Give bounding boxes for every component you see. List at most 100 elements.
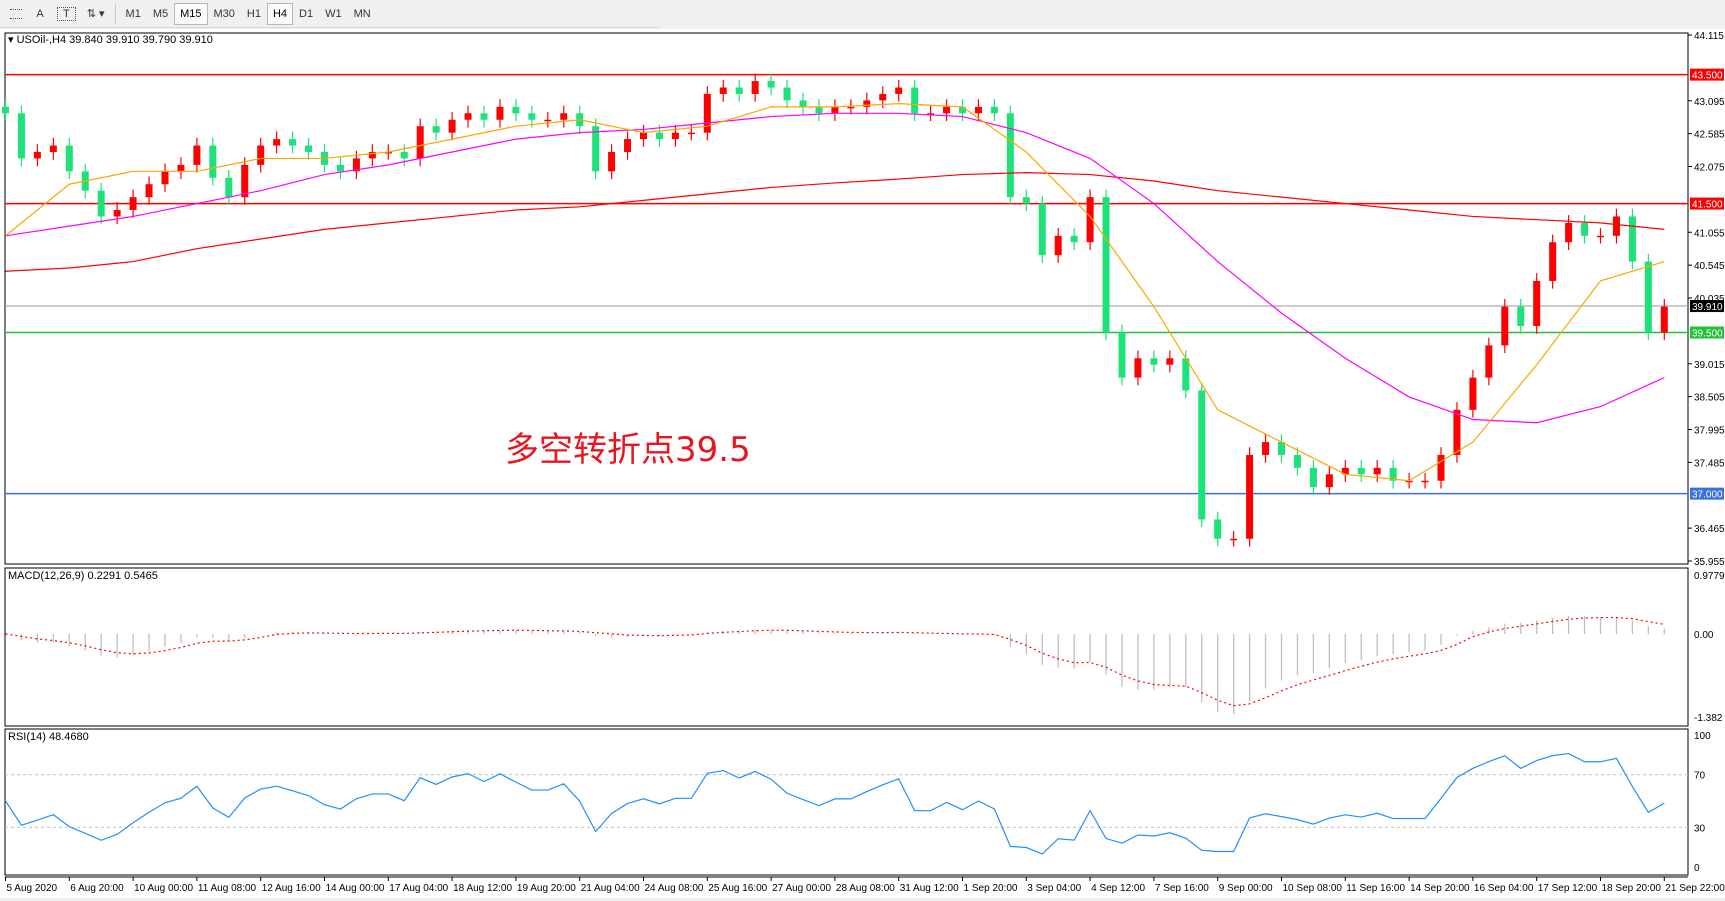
chart-window[interactable]: 44.115 43.095 42.585 42.075 41.055 40.545 40.0…	[0, 29, 1725, 898]
timeframe-h1[interactable]: H1	[246, 7, 261, 20]
timeframe-m1[interactable]: M1	[125, 7, 141, 20]
candle-body	[1485, 345, 1493, 378]
level-label: 41.500	[1692, 200, 1723, 211]
time-label: 18 Aug 12:00	[453, 883, 512, 894]
candle-body	[1118, 332, 1126, 378]
candle-body	[1246, 454, 1254, 539]
collapse-triangle-icon[interactable]: ▾	[8, 34, 17, 46]
level-label-box	[1690, 326, 1724, 339]
candle-body	[448, 119, 456, 133]
level-label: 37.000	[1692, 490, 1723, 501]
candle-body	[289, 139, 297, 146]
candle-body	[1565, 222, 1573, 243]
candle-body	[129, 197, 137, 211]
chart-canvas[interactable]: 44.115 43.095 42.585 42.075 41.055 40.545 40.0…	[0, 29, 1725, 898]
time-label: 6 Aug 20:00	[70, 883, 124, 894]
ma-slow-line	[5, 172, 1665, 272]
price-tick-label: 41.055	[1694, 228, 1725, 239]
candle-body	[1022, 197, 1030, 204]
candle-body	[1501, 306, 1509, 346]
price-tick-label: 42.585	[1694, 130, 1725, 141]
symbol-legend: ▾ USOil-,H4 39.840 39.910 39.790 39.910	[8, 34, 213, 46]
candle-body	[735, 87, 743, 94]
candle-body	[1644, 261, 1652, 333]
candle-body	[1660, 306, 1668, 333]
candle-body	[1405, 480, 1413, 483]
candle-body	[767, 81, 775, 88]
timeframe-d1[interactable]: D1	[299, 7, 314, 20]
chart-toolbar: A T ⇅ ▾ M1 M5 M15 M30 H1 H4 D1 W1 MN	[0, 0, 660, 28]
candle-body	[113, 210, 121, 217]
candle-body	[512, 106, 520, 114]
candle-body	[1182, 358, 1190, 391]
candle-body	[33, 151, 41, 159]
candle-body	[959, 106, 966, 114]
text-label-tool-button[interactable]: T	[57, 6, 76, 21]
candle-body	[1469, 377, 1477, 410]
toolbar-separator	[114, 3, 116, 24]
candle-body	[1389, 467, 1397, 481]
macd-scale-label: 0.00	[1694, 630, 1714, 641]
candle-body	[655, 132, 663, 140]
level-label-box	[1690, 300, 1724, 313]
timeframe-h4[interactable]: H4	[266, 2, 294, 25]
candle-body	[847, 106, 855, 109]
macd-panel	[4, 567, 1689, 727]
price-tick-label: 38.505	[1694, 393, 1725, 404]
time-label: 7 Sep 16:00	[1155, 883, 1209, 894]
candle-body	[1628, 216, 1636, 262]
candle-body	[1597, 235, 1604, 238]
time-label: 1 Sep 20:00	[964, 883, 1018, 894]
candle-body	[1038, 203, 1046, 256]
time-label: 27 Aug 00:00	[772, 883, 831, 894]
candle-body	[1309, 467, 1317, 488]
candle-body	[1134, 358, 1142, 378]
grid-icon	[10, 8, 22, 19]
candle-body	[1293, 454, 1301, 468]
level-label-box	[1690, 197, 1724, 210]
candle-body	[1006, 113, 1014, 198]
annotation-text: 多空转折点39.5	[505, 430, 751, 470]
timeframe-mn[interactable]: MN	[353, 7, 371, 20]
time-label: 16 Sep 04:00	[1474, 883, 1534, 894]
timeframe-w1[interactable]: W1	[325, 7, 342, 20]
candle-body	[608, 151, 616, 172]
timeframe-m30[interactable]: M30	[213, 7, 235, 20]
timeframe-m15[interactable]: M15	[174, 2, 208, 25]
time-label: 18 Sep 20:00	[1602, 883, 1662, 894]
rsi-legend: RSI(14) 48.4680	[8, 731, 89, 743]
candle-body	[97, 190, 105, 217]
price-tick-label: 42.075	[1694, 163, 1725, 174]
time-label: 28 Aug 08:00	[836, 883, 895, 894]
time-label: 10 Aug 00:00	[134, 883, 193, 894]
candle-body	[1421, 480, 1429, 483]
candle-body	[241, 164, 249, 198]
time-label: 3 Sep 04:00	[1027, 883, 1081, 894]
candle-body	[145, 184, 153, 198]
grid-icon-button[interactable]	[4, 3, 28, 25]
arrows-tool-button[interactable]: ⇅ ▾	[86, 8, 105, 20]
time-label: 17 Aug 04:00	[389, 883, 448, 894]
macd-signal-line	[5, 616, 1665, 707]
candle-body	[592, 126, 600, 172]
candle-body	[480, 113, 488, 120]
time-label: 25 Aug 16:00	[708, 883, 767, 894]
time-label: 4 Sep 12:00	[1091, 883, 1145, 894]
macd-scale-label: 0.9779	[1694, 571, 1725, 582]
candle-body	[863, 100, 871, 107]
price-tick-label: 43.095	[1694, 97, 1725, 108]
candle-body	[799, 100, 807, 107]
candle-body	[161, 171, 169, 185]
text-tool-button[interactable]: A	[36, 7, 44, 20]
candle-body	[1437, 454, 1445, 481]
time-label: 11 Sep 16:00	[1346, 883, 1405, 894]
candle-body	[2, 106, 9, 114]
candle-body	[544, 119, 552, 122]
price-tick-label: 40.035	[1694, 294, 1725, 305]
candle-body	[1198, 390, 1206, 520]
candle-body	[1214, 519, 1222, 539]
candle-body	[1453, 409, 1461, 455]
candle-body	[911, 87, 919, 114]
candle-body	[1262, 442, 1270, 455]
timeframe-m5[interactable]: M5	[152, 7, 169, 20]
